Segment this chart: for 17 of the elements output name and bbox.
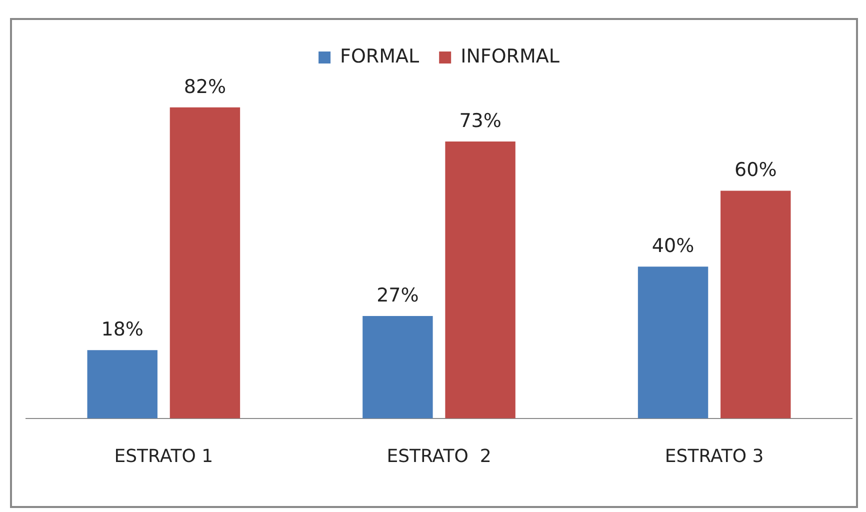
bar <box>638 266 708 418</box>
bar <box>720 190 791 418</box>
bar <box>170 107 240 418</box>
x-tick-label: ESTRATO 1 <box>114 446 214 467</box>
bar <box>445 141 516 418</box>
legend-label: FORMAL <box>340 45 420 68</box>
data-label: 60% <box>734 159 777 182</box>
data-label: 27% <box>376 284 419 306</box>
data-label: 73% <box>459 110 502 132</box>
x-tick-label: ESTRATO 2 <box>386 446 492 467</box>
x-tick-label: ESTRATO 3 <box>664 446 764 467</box>
bar <box>87 350 158 418</box>
data-label: 18% <box>101 318 144 341</box>
data-label: 82% <box>184 76 226 98</box>
bar <box>362 316 433 418</box>
data-label: 40% <box>652 235 694 258</box>
legend-label: INFORMAL <box>460 45 560 68</box>
